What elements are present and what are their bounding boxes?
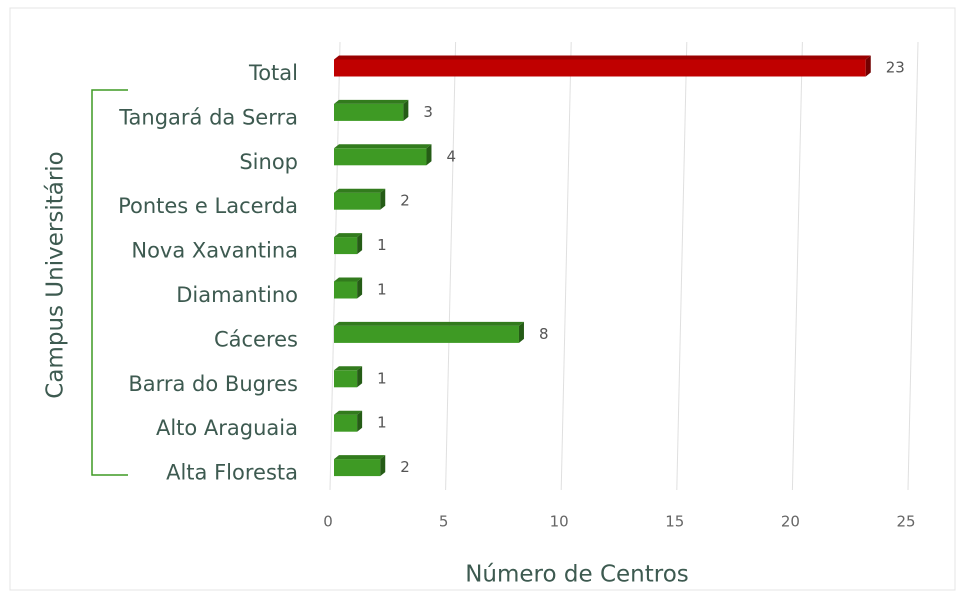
bar-top xyxy=(334,410,363,415)
bar xyxy=(334,103,404,121)
x-tick-label: 15 xyxy=(665,513,684,531)
x-tick-label: 25 xyxy=(896,513,915,531)
y-tick-label: Pontes e Lacerda xyxy=(118,194,298,218)
bar-top xyxy=(334,277,363,282)
y-tick-label: Diamantino xyxy=(176,283,298,307)
y-tick-label: Sinop xyxy=(239,150,298,174)
bar xyxy=(334,325,519,343)
y-tick-label: Cáceres xyxy=(214,327,298,351)
y-tick-label: Alta Floresta xyxy=(166,461,298,485)
value-label: 8 xyxy=(539,325,549,343)
bar-end xyxy=(357,233,363,255)
bar-top xyxy=(334,321,524,326)
chart-frame xyxy=(9,7,956,591)
bracket xyxy=(91,89,128,476)
y-tick-label: Alto Araguaia xyxy=(156,416,298,440)
bar-end xyxy=(357,277,363,299)
y-tick-label: Nova Xavantina xyxy=(131,239,298,263)
bar-end xyxy=(403,99,409,121)
value-label: 2 xyxy=(400,192,410,210)
bar xyxy=(334,459,381,477)
bar-end xyxy=(380,188,386,210)
bar xyxy=(334,59,866,77)
bar-top xyxy=(334,366,363,371)
x-tick-label: 0 xyxy=(323,513,333,531)
bar xyxy=(334,414,358,432)
y-tick-label: Tangará da Serra xyxy=(118,105,298,129)
value-label: 3 xyxy=(423,103,433,121)
bar xyxy=(334,192,381,210)
value-label: 1 xyxy=(377,414,387,432)
bar-end xyxy=(518,321,524,343)
bar-top xyxy=(334,455,386,460)
value-label: 2 xyxy=(400,458,410,476)
bar-end xyxy=(380,455,386,477)
value-label: 1 xyxy=(377,236,387,254)
grid-line xyxy=(560,41,572,491)
y-tick-label: Barra do Bugres xyxy=(128,372,298,396)
grid-line xyxy=(676,41,688,491)
grid-line xyxy=(791,41,803,491)
x-tick-label: 20 xyxy=(781,513,800,531)
bar-top xyxy=(334,99,409,104)
bar-top xyxy=(334,233,363,238)
x-tick-label: 5 xyxy=(439,513,449,531)
bar-top xyxy=(334,188,386,193)
bar xyxy=(334,148,427,166)
value-label: 23 xyxy=(886,59,905,77)
bar-end xyxy=(357,366,363,388)
bar-end xyxy=(357,410,363,432)
grid-line xyxy=(907,41,919,491)
grid-line xyxy=(445,41,457,491)
value-label: 1 xyxy=(377,281,387,299)
bar xyxy=(334,370,358,388)
value-label: 1 xyxy=(377,369,387,387)
bar xyxy=(334,281,358,299)
bar-top xyxy=(334,144,432,149)
bar xyxy=(334,237,358,255)
x-tick-label: 10 xyxy=(550,513,569,531)
y-axis-label: Campus Universitário xyxy=(43,151,69,398)
x-axis-label: Número de Centros xyxy=(465,562,689,588)
y-tick-label: Total xyxy=(248,61,298,85)
bar-top xyxy=(334,55,871,60)
bar-end xyxy=(865,55,871,77)
bar-end xyxy=(426,144,432,166)
value-label: 4 xyxy=(446,147,456,165)
